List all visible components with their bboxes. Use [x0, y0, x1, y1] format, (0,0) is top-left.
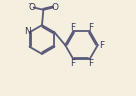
Text: N: N [24, 27, 31, 36]
Text: O: O [29, 3, 36, 12]
Text: F: F [88, 23, 93, 32]
Text: F: F [70, 23, 75, 32]
Text: F: F [99, 41, 104, 50]
Text: ⁻: ⁻ [27, 2, 33, 12]
Text: F: F [88, 59, 93, 68]
Text: O: O [52, 2, 59, 12]
Text: F: F [70, 59, 75, 68]
